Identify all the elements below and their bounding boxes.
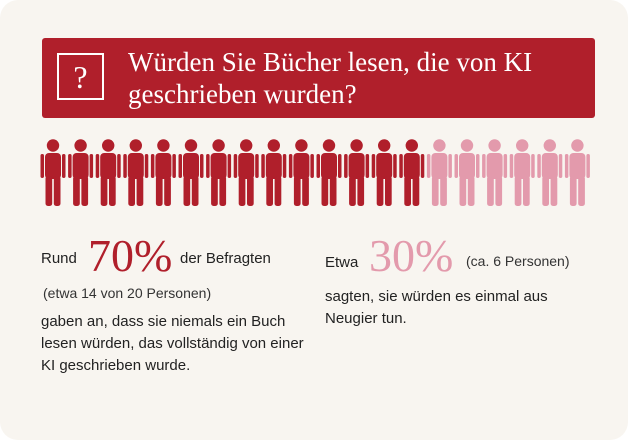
person-icon	[206, 139, 232, 206]
stat-right-percent: 30%	[369, 230, 454, 281]
person-icon	[454, 139, 480, 206]
stat-right-detail: (ca. 6 Personen)	[466, 253, 570, 269]
stat-left-tail: der Befragten	[180, 250, 271, 267]
person-icon	[399, 139, 425, 206]
person-icon	[564, 139, 590, 206]
person-icon	[316, 139, 342, 206]
person-icon	[178, 139, 204, 206]
person-icon	[40, 139, 66, 206]
question-banner: ? Würden Sie Bücher lesen, die von KI ge…	[42, 38, 595, 118]
question-mark-icon: ?	[57, 53, 104, 100]
person-icon	[371, 139, 397, 206]
stat-right-text: sagten, sie würden es einmal aus Neugier…	[325, 288, 548, 327]
page-title: Würden Sie Bücher lesen, die von KI gesc…	[128, 47, 533, 109]
person-icon	[123, 139, 149, 206]
stat-left-detail: (etwa 14 von 20 Personen)	[43, 285, 212, 301]
person-icon	[482, 139, 508, 206]
stat-left-percent: 70%	[88, 230, 173, 281]
person-icon	[261, 139, 287, 206]
stat-left-text: gaben an, dass sie niemals ein Buch lese…	[41, 313, 304, 374]
person-icon	[150, 139, 176, 206]
person-icon	[426, 139, 452, 206]
stat-right-lead: Etwa	[325, 254, 359, 271]
person-icon	[344, 139, 370, 206]
person-icon	[509, 139, 535, 206]
person-icon	[95, 139, 121, 206]
person-icon	[233, 139, 259, 206]
person-icon	[288, 139, 314, 206]
people-row	[40, 139, 590, 206]
person-icon	[537, 139, 563, 206]
person-icon	[68, 139, 94, 206]
stat-left-lead: Rund	[41, 250, 77, 267]
